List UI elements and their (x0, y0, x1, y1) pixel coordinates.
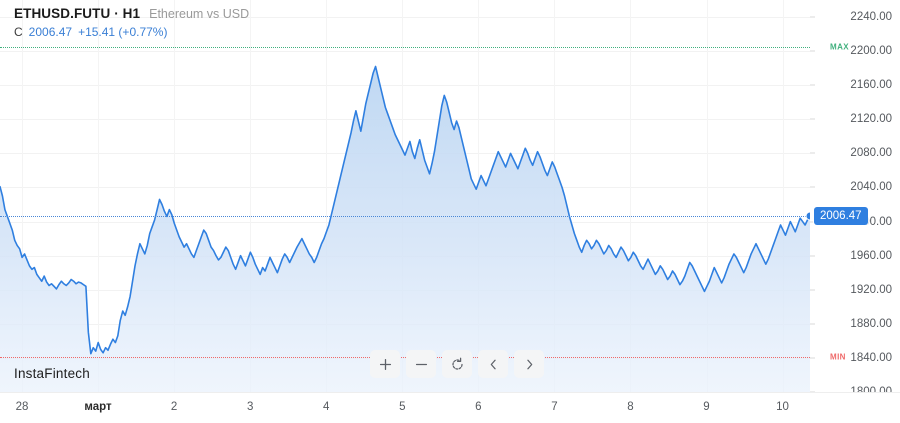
zoom-in-button[interactable] (370, 350, 400, 378)
chart-toolbar (370, 350, 544, 378)
last-price: 2006.47 (28, 25, 73, 39)
price-tick-mark (810, 255, 815, 257)
marker-line (0, 216, 810, 218)
min-marker-label: MIN (830, 352, 846, 362)
time-axis[interactable]: 28 март 2 3 4 5 6 7 8 9 10 (0, 392, 900, 423)
time-tick-label: 3 (246, 401, 254, 413)
price-axis[interactable]: 2240.00 2200.00 2160.00 2120.00 2080.00 2040.… (810, 0, 900, 398)
time-tick-label: 28 (15, 401, 29, 413)
reset-zoom-button[interactable] (442, 350, 472, 378)
quote-row: C 2006.47 +15.41 (+0.77%) (14, 25, 249, 39)
price-tick-label: 1840.00 (850, 351, 892, 364)
price-change: +15.41 (+0.77%) (78, 25, 168, 39)
symbol-title[interactable]: ETHUSD.FUTU · H1 (14, 6, 141, 21)
time-axis-divider (0, 392, 900, 393)
gridline-vertical (630, 0, 632, 392)
gridline-vertical (326, 0, 328, 392)
price-tick-mark (810, 50, 815, 52)
price-tick-label: 2200.00 (850, 45, 892, 58)
price-tick-mark (810, 118, 815, 120)
marker-line (0, 357, 810, 359)
time-tick-label: 2 (170, 401, 178, 413)
time-tick-label-month: март (84, 401, 112, 413)
symbol-description: Ethereum vs USD (149, 7, 250, 21)
plus-icon (379, 358, 391, 370)
price-tick-label: 1920.00 (850, 283, 892, 296)
gridline-vertical (98, 0, 100, 392)
scroll-left-button[interactable] (478, 350, 508, 378)
max-marker-label: MAX (830, 42, 849, 52)
price-tick-label: 1960.00 (850, 249, 892, 262)
price-tick-mark (810, 221, 815, 223)
time-tick-label: 5 (399, 401, 406, 413)
time-tick-label: 10 (776, 401, 789, 413)
time-tick-label: 9 (703, 401, 710, 413)
time-tick-label: 4 (323, 401, 330, 413)
marker-line (0, 46, 810, 48)
symbol-row: ETHUSD.FUTU · H1 Ethereum vs USD (14, 6, 249, 21)
price-tick-mark (810, 16, 815, 18)
zoom-out-button[interactable] (406, 350, 436, 378)
gridline-vertical (174, 0, 176, 392)
time-tick-label: 8 (627, 401, 634, 413)
price-tick-label: 2240.00 (850, 11, 892, 24)
gridline-vertical (22, 0, 23, 392)
reset-circular-arrow-icon (451, 357, 463, 370)
gridline-horizontal (0, 51, 810, 53)
price-tick-mark (810, 84, 815, 86)
price-tick-label: 2080.00 (850, 147, 892, 160)
price-tick-label: 1880.00 (850, 317, 892, 330)
gridline-horizontal (0, 119, 810, 121)
scroll-right-button[interactable] (514, 350, 544, 378)
chevron-left-icon (490, 359, 496, 369)
price-tick-label: 2120.00 (850, 113, 892, 126)
price-tick-label: 2160.00 (850, 79, 892, 92)
current-price-badge: 2006.47 (814, 207, 868, 226)
price-tick-mark (810, 289, 815, 291)
time-tick-label: 7 (551, 401, 558, 413)
gridline-vertical (706, 0, 708, 392)
price-tick-mark (810, 152, 815, 154)
minus-icon (415, 363, 427, 365)
gridline-vertical (250, 0, 252, 392)
gridline-horizontal (0, 17, 810, 19)
time-tick-label: 6 (475, 401, 482, 413)
price-tick-label: 2040.00 (850, 181, 892, 194)
price-tick-mark (810, 323, 815, 325)
price-area-chart (0, 65, 810, 392)
gridline-vertical (782, 0, 784, 392)
chart-header: ETHUSD.FUTU · H1 Ethereum vs USD C 2006.… (14, 6, 249, 39)
plot-area[interactable] (0, 0, 815, 393)
close-label: C (14, 25, 23, 39)
price-tick-mark (810, 186, 815, 188)
watermark: InstaFintech (14, 366, 90, 381)
chevron-right-icon (526, 359, 532, 369)
gridline-horizontal (0, 85, 810, 87)
price-tick-mark (810, 357, 815, 359)
